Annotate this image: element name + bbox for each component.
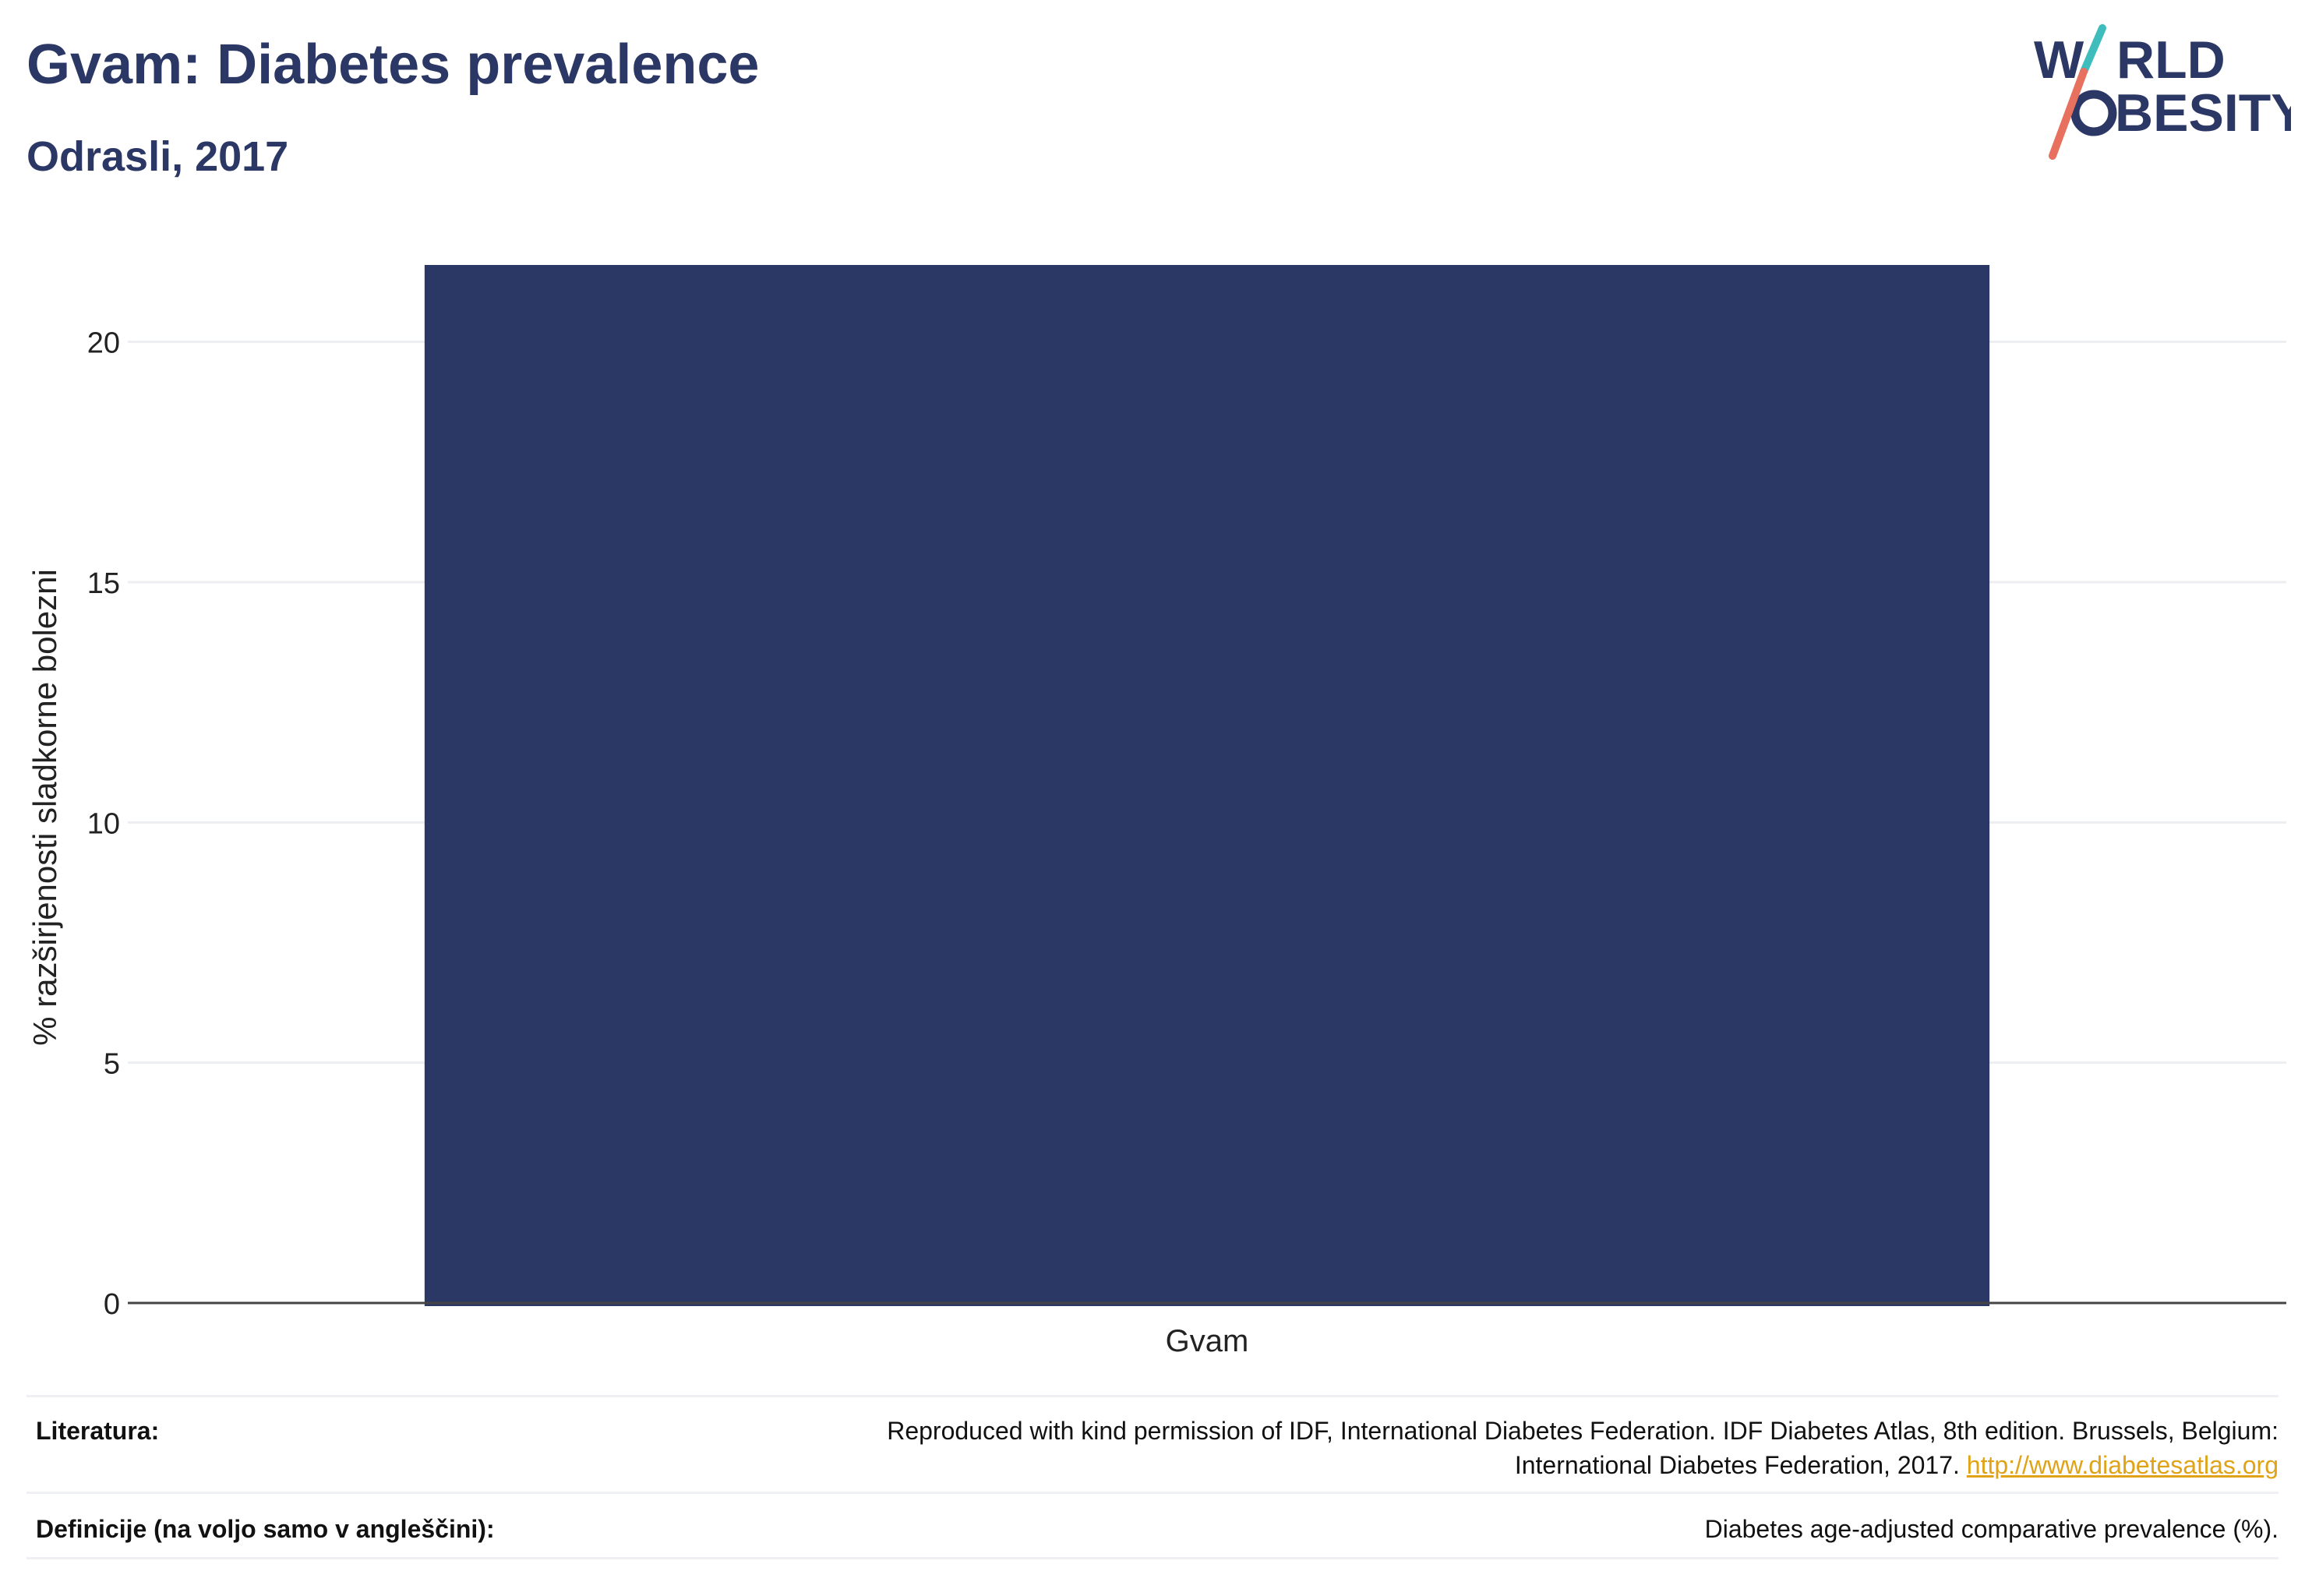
logo-o-ring: [2070, 90, 2117, 136]
y-tick-label: 0: [104, 1288, 120, 1321]
definitions-label: Definicije (na voljo samo v angleščini):: [36, 1515, 495, 1543]
sources-text-line2: International Diabetes Federation, 2017.: [1514, 1451, 1960, 1479]
y-axis-label: % razširjenosti sladkorne bolezni: [26, 569, 63, 1046]
sources-text: Reproduced with kind permission of IDF, …: [486, 1414, 2279, 1482]
chart-title: Gvam: Diabetes prevalence: [26, 34, 760, 96]
sources-label: Literatura:: [36, 1417, 160, 1445]
sources-link[interactable]: http://www.diabetesatlas.org: [1966, 1451, 2279, 1479]
world-obesity-logo: W RLD BESITY: [2034, 24, 2291, 160]
logo-slash-coral: [2049, 68, 2088, 160]
y-tick-label: 5: [104, 1048, 120, 1081]
logo-letter-w: W: [2034, 30, 2084, 90]
sources-text-line1: Reproduced with kind permission of IDF, …: [887, 1417, 2279, 1445]
y-tick-label: 20: [87, 327, 120, 360]
footer-divider-bottom: [26, 1557, 2279, 1559]
bar-chart: 0 5 10 15 20 Gvam % razširjenosti sladkorne bo…: [26, 265, 2286, 1358]
logo-text-bottom: BESITY: [2115, 83, 2291, 143]
definitions-text: Diabetes age-adjusted comparative preval…: [1704, 1515, 2279, 1543]
bar: [424, 265, 1990, 1306]
y-tick-label: 15: [87, 567, 120, 600]
footer-divider-middle: [26, 1492, 2279, 1494]
y-tick-label: 10: [87, 807, 120, 840]
logo-slash-teal: [2080, 24, 2106, 76]
footer-divider-top: [26, 1395, 2279, 1397]
x-tick-label: Gvam: [1166, 1324, 1249, 1358]
chart-subtitle: Odrasli, 2017: [26, 133, 289, 180]
logo-text-top: RLD: [2116, 30, 2226, 90]
